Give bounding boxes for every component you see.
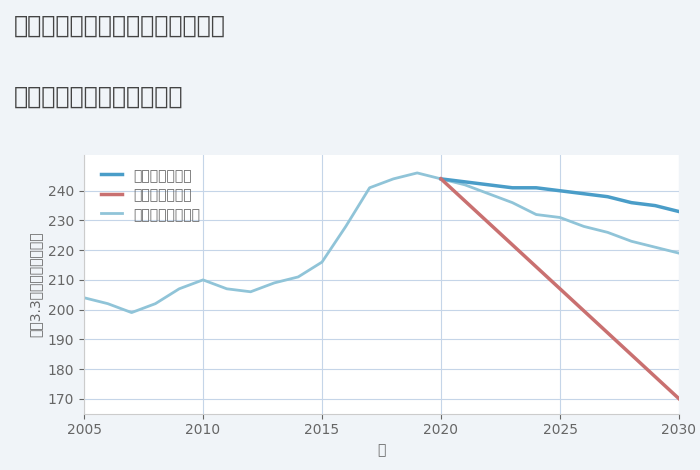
ノーマルシナリオ (80, 295, 88, 300)
Line: ノーマルシナリオ: ノーマルシナリオ (84, 173, 679, 313)
ノーマルシナリオ (651, 244, 659, 250)
Y-axis label: 坪（3.3㎡）単価（万円）: 坪（3.3㎡）単価（万円） (28, 232, 42, 337)
ノーマルシナリオ (413, 170, 421, 176)
ノーマルシナリオ (270, 280, 279, 286)
Line: グッドシナリオ: グッドシナリオ (441, 179, 679, 212)
グッドシナリオ (651, 203, 659, 208)
X-axis label: 年: 年 (377, 443, 386, 457)
ノーマルシナリオ (389, 176, 398, 182)
ノーマルシナリオ (556, 215, 564, 220)
ノーマルシナリオ (461, 182, 469, 188)
ノーマルシナリオ (127, 310, 136, 315)
グッドシナリオ (627, 200, 636, 205)
ノーマルシナリオ (104, 301, 112, 306)
グッドシナリオ (675, 209, 683, 214)
Text: 中古マンションの価格推移: 中古マンションの価格推移 (14, 85, 183, 109)
ノーマルシナリオ (437, 176, 445, 182)
グッドシナリオ (603, 194, 612, 200)
グッドシナリオ (437, 176, 445, 182)
Text: 神奈川県横浜市青葉区上谷本町の: 神奈川県横浜市青葉区上谷本町の (14, 14, 226, 38)
ノーマルシナリオ (199, 277, 207, 283)
ノーマルシナリオ (246, 289, 255, 295)
ノーマルシナリオ (580, 224, 588, 229)
ノーマルシナリオ (342, 224, 350, 229)
ノーマルシナリオ (151, 301, 160, 306)
グッドシナリオ (556, 188, 564, 194)
ノーマルシナリオ (175, 286, 183, 291)
グッドシナリオ (461, 179, 469, 185)
グッドシナリオ (580, 191, 588, 196)
ノーマルシナリオ (532, 212, 540, 217)
ノーマルシナリオ (675, 251, 683, 256)
ノーマルシナリオ (627, 238, 636, 244)
ノーマルシナリオ (365, 185, 374, 191)
ノーマルシナリオ (294, 274, 302, 280)
グッドシナリオ (484, 182, 493, 188)
ノーマルシナリオ (603, 229, 612, 235)
ノーマルシナリオ (318, 259, 326, 265)
ノーマルシナリオ (223, 286, 231, 291)
Legend: グッドシナリオ, バッドシナリオ, ノーマルシナリオ: グッドシナリオ, バッドシナリオ, ノーマルシナリオ (97, 164, 204, 226)
グッドシナリオ (532, 185, 540, 191)
ノーマルシナリオ (508, 200, 517, 205)
グッドシナリオ (508, 185, 517, 191)
ノーマルシナリオ (484, 191, 493, 196)
